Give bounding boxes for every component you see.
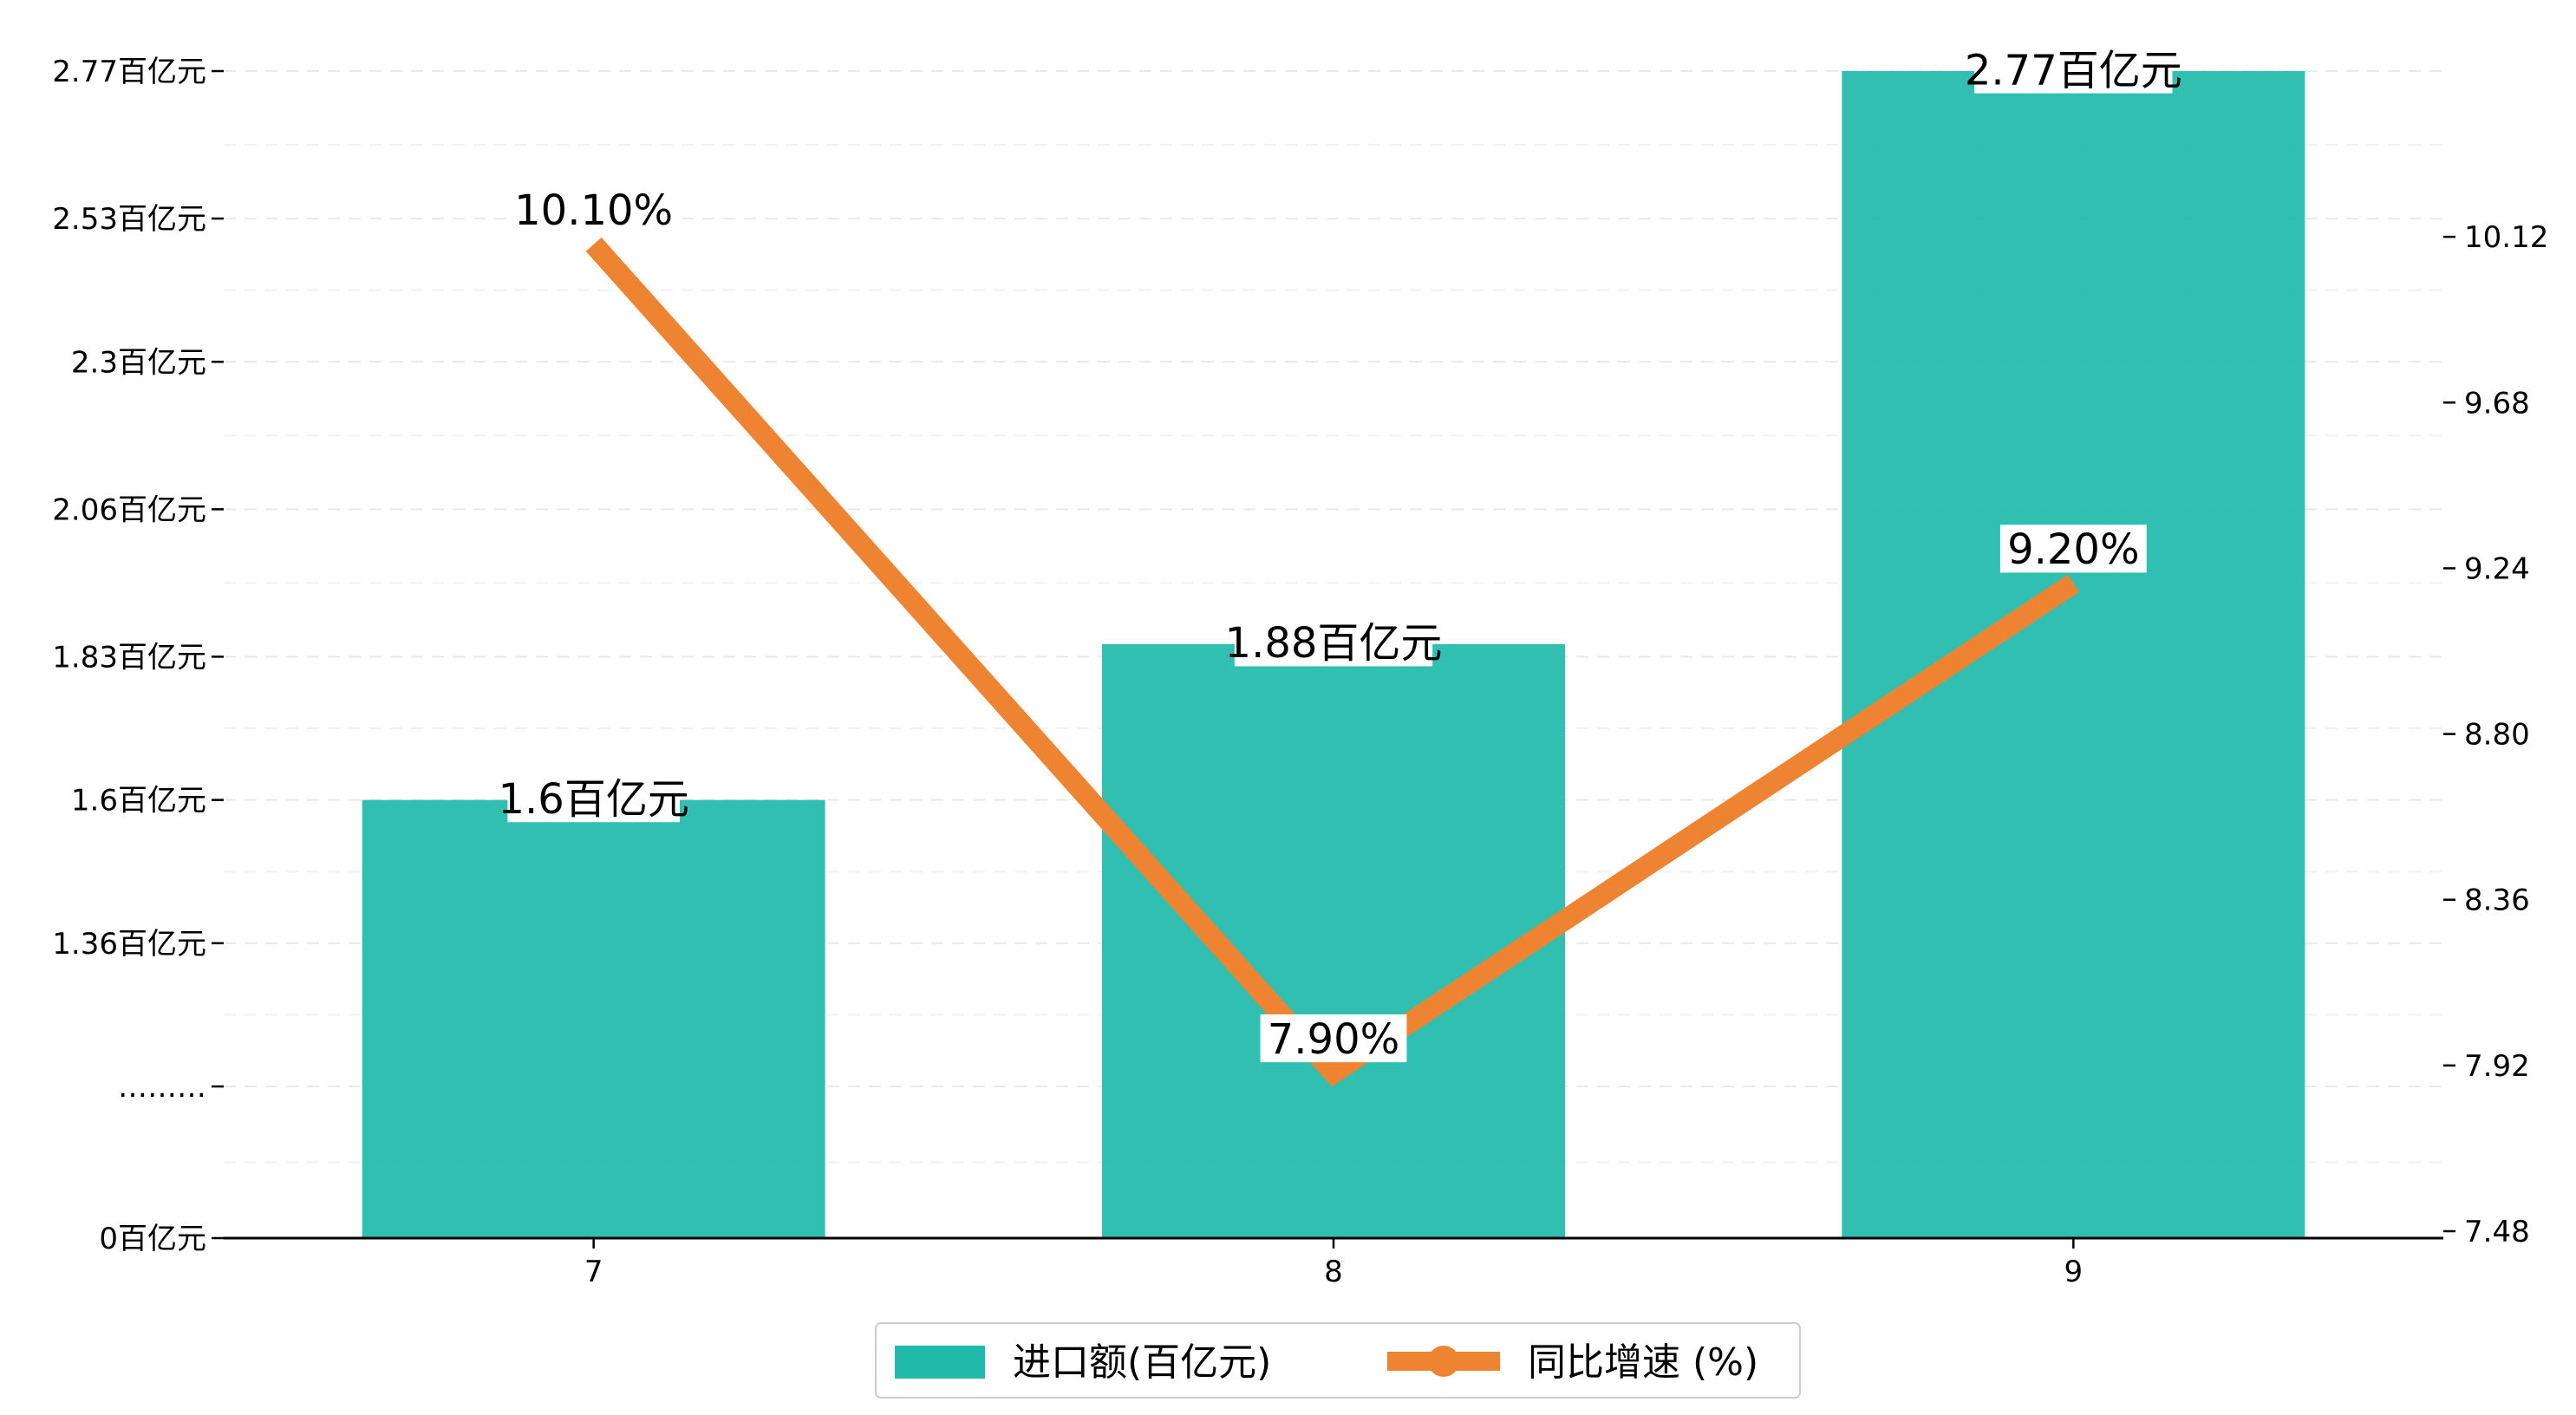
- bar-8: [1102, 643, 1565, 1238]
- bar-9: [1842, 71, 2305, 1238]
- left-tick-label: 1.83百亿元: [52, 640, 206, 675]
- left-tick-label: 1.6百亿元: [71, 784, 206, 818]
- line-series: [585, 237, 2079, 1087]
- growth-line: [585, 237, 2079, 1087]
- legend-box: [875, 1322, 1801, 1399]
- bar-series: [362, 71, 2305, 1238]
- bar-label-8-text: 1.88百亿元: [1225, 619, 1443, 668]
- line-label-7: 10.10%: [507, 186, 680, 235]
- bar-label-9: 2.77百亿元: [1965, 45, 2182, 95]
- bar-label-9-text: 2.77百亿元: [1965, 46, 2182, 95]
- line-label-8-text: 7.90%: [1268, 1015, 1399, 1064]
- left-tick-label: 2.53百亿元: [52, 202, 206, 237]
- left-tick-label: 2.77百亿元: [52, 55, 206, 89]
- bar-label-7-bg: [507, 774, 680, 823]
- right-tick-label: 10.12: [2464, 220, 2548, 255]
- legend: 进口额(百亿元) 同比增速 (%): [875, 1322, 1801, 1399]
- axes: 0百亿元 ……… 1.36百亿元 1.6百亿元 1.83百亿元 2.06百亿元 2.3百亿元…: [52, 55, 2548, 1289]
- right-tick-label: 7.48: [2464, 1215, 2530, 1249]
- line-label-9-bg: [1999, 525, 2147, 573]
- right-tick-label: 8.36: [2464, 884, 2530, 918]
- line-label-9-text: 9.20%: [2007, 525, 2139, 574]
- bar-label-8-bg: [1234, 618, 1433, 667]
- bar-7: [362, 799, 825, 1238]
- x-tick-label: 7: [584, 1255, 603, 1289]
- legend-label-line: 同比增速 (%): [1528, 1340, 1758, 1385]
- legend-label-bar: 进口额(百亿元): [1013, 1340, 1271, 1385]
- right-tick-label: 7.92: [2464, 1049, 2530, 1084]
- line-label-9: 9.20%: [1999, 525, 2147, 574]
- left-tick-label: 1.36百亿元: [52, 927, 206, 962]
- bar-label-7-text: 1.6百亿元: [498, 775, 688, 824]
- x-tick-label: 8: [1324, 1255, 1343, 1289]
- line-label-8-bg: [1260, 1014, 1407, 1063]
- line-label-7-text: 10.10%: [514, 186, 673, 235]
- right-tick-label: 8.80: [2464, 718, 2530, 753]
- line-label-8: 7.90%: [1260, 1014, 1407, 1064]
- x-tick-label: 9: [2064, 1255, 2084, 1289]
- data-labels: 1.6百亿元 1.88百亿元 2.77百亿元 10.10% 7.90% 9.20%: [498, 45, 2182, 1064]
- bar-label-7: 1.6百亿元: [498, 774, 689, 824]
- left-tick-label: 2.3百亿元: [71, 345, 206, 380]
- legend-swatch-bar: [895, 1346, 985, 1379]
- left-tick-label: 2.06百亿元: [52, 492, 206, 527]
- left-tick-label: ………: [118, 1070, 206, 1105]
- right-tick-label: 9.68: [2464, 386, 2530, 421]
- left-tick-label: 0百亿元: [99, 1222, 206, 1256]
- bar-label-8: 1.88百亿元: [1225, 618, 1443, 668]
- line-label-7-bg: [507, 186, 680, 234]
- bar-label-9-bg: [1974, 45, 2173, 94]
- legend-swatch-marker: [1428, 1346, 1459, 1377]
- right-tick-label: 9.24: [2464, 551, 2530, 586]
